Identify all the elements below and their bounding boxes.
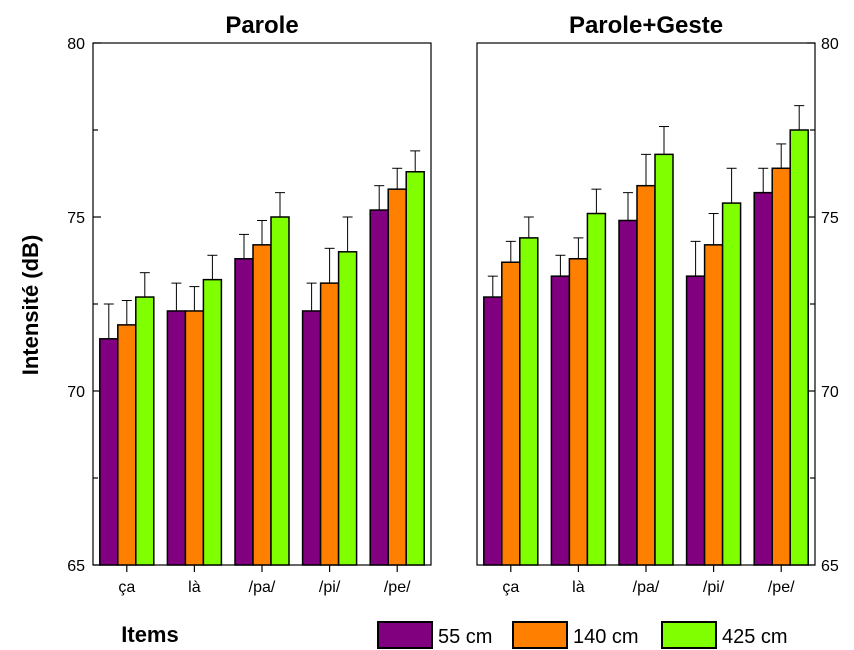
bar-140cm-2 [568,258,589,566]
panel-title: Parole [225,12,298,39]
bar-425cm-4 [721,202,742,566]
bar-140cm-5 [771,167,791,566]
legend: 55 cm 140 cm 425 cm [377,621,788,649]
bar-140cm-3 [636,184,656,566]
bar-425cm-2 [586,212,607,566]
legend-swatch [377,621,433,649]
panel-1: Parole 65 70 75 80 ça là/pa/ /pi/ /pe/ [67,12,432,596]
bar-425cm-3 [270,216,290,566]
bar-55cm-2 [550,275,571,566]
legend-label: 140 cm [573,626,639,648]
bar-425cm-1 [519,237,539,566]
bar-425cm-4 [337,251,358,566]
x-tick-label: /pe/ [768,579,795,596]
panel-title: Parole+Geste [569,12,723,39]
bar-55cm-3 [618,219,638,566]
y-axis-title: Intensité (dB) [18,235,43,376]
bar-425cm-2 [202,278,223,566]
x-tick-label: /pe/ [384,579,411,596]
legend-swatch [512,621,568,649]
bar-425cm-3 [654,153,674,566]
bar-140cm-3 [252,244,272,566]
bar-140cm-4 [319,282,340,566]
bar-140cm-4 [703,244,724,566]
y-tick-label: 75 [821,210,839,227]
y-tick-label: 80 [67,36,85,53]
bar-140cm-5 [387,188,407,566]
bar-55cm-1 [99,338,119,566]
bar-55cm-4 [685,275,706,566]
bar-140cm-1 [501,261,521,566]
x-tick-label: /pi/ [319,579,341,596]
y-tick-label: 65 [67,558,85,575]
x-tick-label: là [572,579,585,596]
x-tick-label: /pi/ [703,579,725,596]
bar-55cm-5 [753,191,773,566]
x-tick-label: là [188,579,201,596]
bar-425cm-1 [135,296,155,566]
y-tick-label: 70 [821,384,839,401]
bar-55cm-2 [166,310,187,566]
x-tick-label: /pa/ [249,579,276,596]
bar-425cm-5 [405,171,425,566]
bar-425cm-5 [789,129,809,566]
bar-55cm-4 [301,310,322,566]
y-tick-label: 70 [67,384,85,401]
x-axis-title: Items [121,622,178,647]
x-tick-label: ça [502,579,519,596]
y-tick-label: 80 [821,36,839,53]
x-tick-label: ça [118,579,135,596]
y-tick-label: 65 [821,558,839,575]
panel-2: Parole+Geste 65 70 75 80 ça là/pa/ /pi/ /pe/ [476,12,839,596]
bar-55cm-1 [483,296,503,566]
legend-swatch [661,621,717,649]
bar-55cm-3 [234,258,254,566]
x-tick-label: /pa/ [633,579,660,596]
legend-label: 425 cm [722,626,788,648]
bar-55cm-5 [369,209,389,566]
bar-140cm-1 [117,324,137,566]
bar-140cm-2 [184,310,205,566]
legend-label: 55 cm [438,626,492,648]
y-tick-label: 75 [67,210,85,227]
